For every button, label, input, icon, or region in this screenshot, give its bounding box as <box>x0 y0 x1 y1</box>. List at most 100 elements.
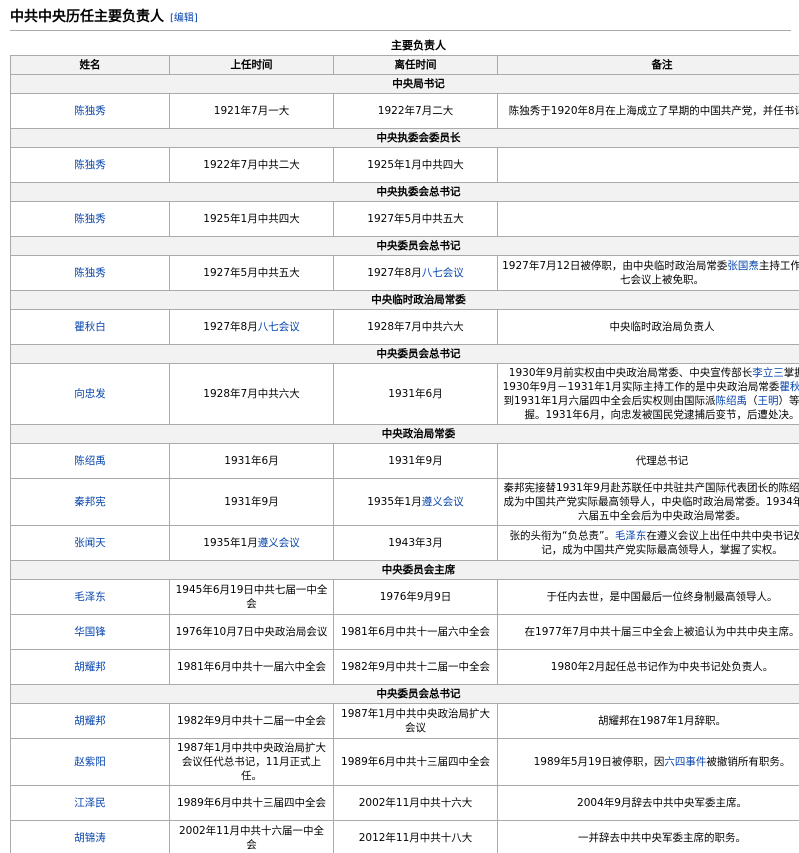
data-row: 秦邦宪 1931年9月 1935年1月遵义会议 秦邦宪接替1931年9月赴苏联任中共驻… <box>10 478 799 526</box>
leader-name[interactable]: 胡耀邦 <box>10 649 170 685</box>
text: 1927年8月 <box>367 267 422 279</box>
cell: 1980年2月起任总书记作为中央书记处负责人。 <box>497 649 799 685</box>
section-title: 中央委员会总书记 <box>10 236 799 256</box>
cell: 代理总书记 <box>497 443 799 479</box>
link[interactable]: 王明 <box>757 395 779 407</box>
cell: 1943年3月 <box>333 525 498 561</box>
leader-name[interactable]: 陈独秀 <box>10 93 170 129</box>
table-caption: 主要负责人 <box>391 39 446 52</box>
data-row: 陈独秀 1925年1月中共四大 1927年5月中共五大 <box>10 201 799 237</box>
leader-name[interactable]: 胡锦涛 <box>10 820 170 853</box>
leader-name[interactable]: 张闻天 <box>10 525 170 561</box>
cell: 1987年1月中共中央政治局扩大会议任代总书记，11月正式上任。 <box>169 738 334 786</box>
column-header: 姓名 <box>10 55 170 75</box>
data-row: 江泽民 1989年6月中共十三届四中全会 2002年11月中共十六大 2004年9月辞… <box>10 785 799 821</box>
cell: 1922年7月中共二大 <box>169 147 334 183</box>
cell: 1928年7月中共六大 <box>169 363 334 425</box>
link[interactable]: 遵义会议 <box>257 537 300 549</box>
link[interactable]: 李立三 <box>752 367 784 379</box>
section-row: 中央执委会总书记 <box>10 182 799 202</box>
section-row: 中央执委会委员长 <box>10 128 799 148</box>
cell: 2002年11月中共十六届一中全会 <box>169 820 334 853</box>
cell: 1982年9月中共十二届一中全会 <box>169 703 334 739</box>
cell: 一并辞去中共中央军委主席的职务。 <box>497 820 799 853</box>
section-row: 中央政治局常委 <box>10 424 799 444</box>
cell: 1931年6月 <box>169 443 334 479</box>
link[interactable]: 六四事件 <box>664 756 707 768</box>
cell: 1935年1月遵义会议 <box>169 525 334 561</box>
cell: 中央临时政治局负责人 <box>497 309 799 345</box>
data-row: 赵紫阳 1987年1月中共中央政治局扩大会议任代总书记，11月正式上任。 1989年… <box>10 738 799 786</box>
leader-name[interactable]: 陈独秀 <box>10 255 170 291</box>
section-title: 中央局书记 <box>10 74 799 94</box>
leader-name[interactable]: 毛泽东 <box>10 579 170 615</box>
cell: 1927年8月八七会议 <box>169 309 334 345</box>
cell: 1945年6月19日中共七届一中全会 <box>169 579 334 615</box>
link[interactable]: 八七会议 <box>421 267 464 279</box>
cell: 胡耀邦在1987年1月辞职。 <box>497 703 799 739</box>
link[interactable]: 陈绍禹 <box>715 395 747 407</box>
section-row: 中央委员会总书记 <box>10 236 799 256</box>
cell: 1922年7月二大 <box>333 93 498 129</box>
text: 1989年5月19日被停职，因 <box>533 756 665 768</box>
cell: 1931年6月 <box>333 363 498 425</box>
link[interactable]: 毛泽东 <box>614 530 647 542</box>
cell: 在1977年7月中共十届三中全会上被追认为中共中央主席。 <box>497 614 799 650</box>
cell: 1928年7月中共六大 <box>333 309 498 345</box>
cell: 陈独秀于1920年8月在上海成立了早期的中国共产党，并任书记。 <box>497 93 799 129</box>
leader-name[interactable]: 江泽民 <box>10 785 170 821</box>
cell: 1987年1月中共中央政治局扩大会议 <box>333 703 498 739</box>
cell: 秦邦宪接替1931年9月赴苏联任中共驻共产国际代表团长的陈绍禹，成为中国共产党实… <box>497 478 799 526</box>
text: ）等人掌握。1931年6月，向忠发被国民党逮捕后变节，后遭处决。 <box>524 395 799 421</box>
leader-name[interactable]: 胡耀邦 <box>10 703 170 739</box>
text: （ <box>746 395 758 407</box>
leader-name[interactable]: 华国锋 <box>10 614 170 650</box>
cell: 1989年6月中共十三届四中全会 <box>333 738 498 786</box>
link[interactable]: 八七会议 <box>257 321 300 333</box>
leader-name[interactable]: 赵紫阳 <box>10 738 170 786</box>
data-row: 陈独秀 1927年5月中共五大 1927年8月八七会议 1927年7月12日被停职，由… <box>10 255 799 291</box>
section-title: 中央委员会总书记 <box>10 684 799 704</box>
cell: 1989年6月中共十三届四中全会 <box>169 785 334 821</box>
text: 1927年7月12日被停职，由中央临时政治局常委 <box>502 260 728 272</box>
cell: 1976年9月9日 <box>333 579 498 615</box>
leaders-table: 主要负责人 姓名 上任时间 离任时间 备注 中央局书记 陈独秀 1921年7月一大 1922… <box>10 37 799 853</box>
data-row: 胡锦涛 2002年11月中共十六届一中全会 2012年11月中共十八大 一并辞去中共中… <box>10 820 799 853</box>
section-title: 中央临时政治局常委 <box>10 290 799 310</box>
cell: 1976年10月7日中央政治局会议 <box>169 614 334 650</box>
leader-name[interactable]: 秦邦宪 <box>10 478 170 526</box>
data-row: 陈独秀 1921年7月一大 1922年7月二大 陈独秀于1920年8月在上海成立了早期… <box>10 93 799 129</box>
leader-name[interactable]: 瞿秋白 <box>10 309 170 345</box>
text: 张的头衔为“负总责”。 <box>509 530 615 542</box>
cell: 1925年1月中共四大 <box>169 201 334 237</box>
data-row: 华国锋 1976年10月7日中央政治局会议 1981年6月中共十一届六中全会 在197… <box>10 614 799 650</box>
text: 主持工作，八七会议上被免职。 <box>620 260 799 286</box>
text: 1935年1月 <box>367 496 422 508</box>
cell: 1931年9月 <box>333 443 498 479</box>
section-row: 中央局书记 <box>10 74 799 94</box>
edit-link[interactable]: [编辑] <box>170 13 198 24</box>
text: 1930年9月前实权由中央政治局常委、中央宣传部长 <box>508 367 753 379</box>
link[interactable]: 遵义会议 <box>421 496 464 508</box>
leader-name[interactable]: 陈独秀 <box>10 147 170 183</box>
cell <box>497 201 799 237</box>
section-row: 中央委员会总书记 <box>10 684 799 704</box>
link[interactable]: 张国焘 <box>727 260 759 272</box>
section-row: 中央委员会总书记 <box>10 344 799 364</box>
data-row: 陈独秀 1922年7月中共二大 1925年1月中共四大 <box>10 147 799 183</box>
cell: 1927年8月八七会议 <box>333 255 498 291</box>
cell: 1981年6月中共十一届六中全会 <box>169 649 334 685</box>
data-row: 向忠发 1928年7月中共六大 1931年6月 1930年9月前实权由中央政治局常委、… <box>10 363 799 425</box>
data-row: 胡耀邦 1981年6月中共十一届六中全会 1982年9月中共十二届一中全会 1980年… <box>10 649 799 685</box>
cell: 1927年7月12日被停职，由中央临时政治局常委张国焘主持工作，八七会议上被免职… <box>497 255 799 291</box>
cell: 2002年11月中共十六大 <box>333 785 498 821</box>
leader-name[interactable]: 陈绍禹 <box>10 443 170 479</box>
heading-title: 中共中央历任主要负责人 <box>10 9 164 25</box>
table-body: 中央局书记 陈独秀 1921年7月一大 1922年7月二大 陈独秀于1920年8月在上海… <box>10 74 799 853</box>
cell: 2004年9月辞去中共中央军委主席。 <box>497 785 799 821</box>
cell: 1930年9月前实权由中央政治局常委、中央宣传部长李立三掌握。1930年9月－1… <box>497 363 799 425</box>
leader-name[interactable]: 向忠发 <box>10 363 170 425</box>
leader-name[interactable]: 陈独秀 <box>10 201 170 237</box>
link[interactable]: 瞿秋白 <box>779 381 799 393</box>
cell: 1981年6月中共十一届六中全会 <box>333 614 498 650</box>
